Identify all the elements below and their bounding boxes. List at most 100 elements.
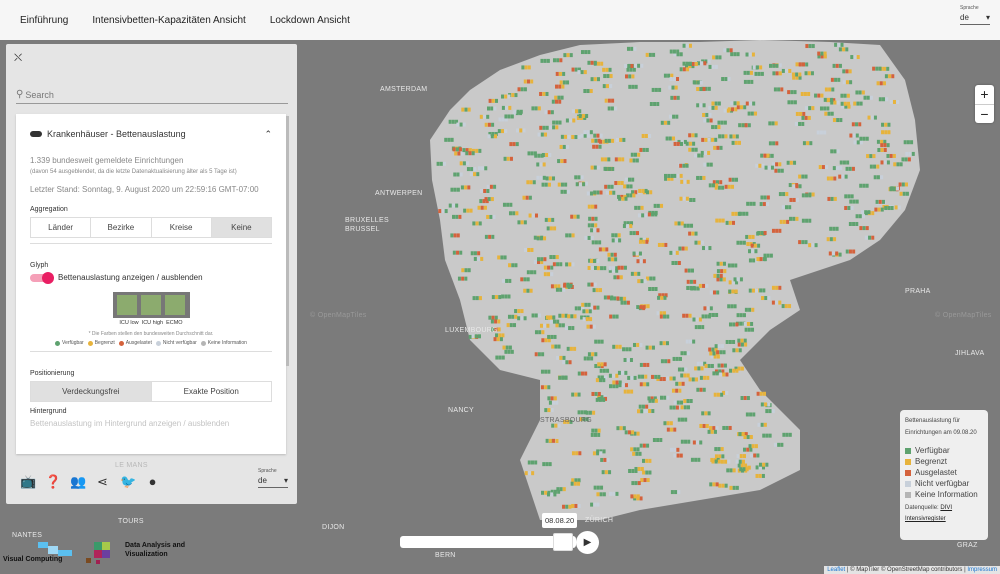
hospital-glyph[interactable] <box>609 491 619 496</box>
timeline-slider-handle[interactable] <box>553 533 573 551</box>
hospital-glyph[interactable] <box>461 107 471 112</box>
impressum-link[interactable]: Impressum <box>967 567 997 573</box>
hospital-glyph[interactable] <box>774 168 784 173</box>
hospital-glyph[interactable] <box>663 421 673 426</box>
hospital-glyph[interactable] <box>558 313 568 318</box>
hospital-glyph[interactable] <box>639 443 650 448</box>
hospital-glyph[interactable] <box>498 117 508 122</box>
hospital-glyph[interactable] <box>726 468 736 473</box>
hospital-glyph[interactable] <box>738 211 749 216</box>
hospital-glyph[interactable] <box>488 131 498 136</box>
hospital-glyph[interactable] <box>768 121 778 126</box>
hospital-glyph[interactable] <box>792 75 802 80</box>
hospital-glyph[interactable] <box>465 151 475 156</box>
hospital-glyph[interactable] <box>830 100 840 105</box>
hospital-glyph[interactable] <box>624 64 634 69</box>
hospital-glyph[interactable] <box>673 400 684 405</box>
hospital-glyph[interactable] <box>787 90 797 95</box>
nav-einfuehrung[interactable]: Einführung <box>20 14 69 26</box>
hospital-glyph[interactable] <box>878 97 889 102</box>
hospital-glyph[interactable] <box>578 113 589 118</box>
hospital-glyph[interactable] <box>452 147 462 152</box>
hospital-glyph[interactable] <box>769 63 779 68</box>
hospital-glyph[interactable] <box>736 240 746 245</box>
hospital-glyph[interactable] <box>744 327 755 332</box>
hospital-glyph[interactable] <box>602 67 612 72</box>
hospital-glyph[interactable] <box>804 106 815 111</box>
hospital-glyph[interactable] <box>905 151 915 156</box>
hospital-glyph[interactable] <box>749 453 760 458</box>
hospital-glyph[interactable] <box>682 43 692 48</box>
hospital-glyph[interactable] <box>866 154 876 159</box>
hospital-glyph[interactable] <box>554 95 564 100</box>
hospital-glyph[interactable] <box>596 266 607 271</box>
hospital-glyph[interactable] <box>755 473 765 478</box>
hospital-glyph[interactable] <box>723 48 733 53</box>
hospital-glyph[interactable] <box>673 141 683 146</box>
hospital-glyph[interactable] <box>453 172 463 177</box>
hospital-glyph[interactable] <box>728 289 738 294</box>
divi-link[interactable]: DIVI <box>940 505 953 511</box>
hospital-glyph[interactable] <box>587 352 598 357</box>
hospital-glyph[interactable] <box>564 326 575 331</box>
hospital-glyph[interactable] <box>702 246 712 251</box>
hospital-glyph[interactable] <box>713 145 723 150</box>
hospital-glyph[interactable] <box>716 269 727 274</box>
hospital-glyph[interactable] <box>566 346 577 351</box>
hospital-glyph[interactable] <box>884 206 894 211</box>
hospital-glyph[interactable] <box>729 485 739 490</box>
zoom-out-button[interactable]: − <box>975 104 994 123</box>
hospital-glyph[interactable] <box>513 109 523 114</box>
hospital-glyph[interactable] <box>651 87 662 92</box>
hospital-glyph[interactable] <box>743 321 754 326</box>
hospital-glyph[interactable] <box>452 250 463 255</box>
hospital-glyph[interactable] <box>541 152 552 157</box>
hospital-glyph[interactable] <box>604 98 615 103</box>
hospital-glyph[interactable] <box>493 337 503 342</box>
hospital-glyph[interactable] <box>497 129 508 134</box>
hospital-glyph[interactable] <box>729 134 739 139</box>
hospital-glyph[interactable] <box>745 412 756 417</box>
hospital-glyph[interactable] <box>832 63 842 68</box>
hospital-glyph[interactable] <box>520 277 530 282</box>
hospital-glyph[interactable] <box>669 77 680 82</box>
hospital-glyph[interactable] <box>679 196 689 201</box>
hospital-glyph[interactable] <box>600 157 611 162</box>
hospital-glyph[interactable] <box>612 380 622 385</box>
hospital-glyph[interactable] <box>565 118 576 123</box>
hospital-glyph[interactable] <box>838 47 849 52</box>
hospital-glyph[interactable] <box>898 182 909 187</box>
hospital-glyph[interactable] <box>490 319 501 324</box>
hospital-glyph[interactable] <box>622 347 632 352</box>
hospital-glyph[interactable] <box>582 317 593 322</box>
hospital-glyph[interactable] <box>772 71 782 76</box>
hospital-glyph[interactable] <box>501 294 511 299</box>
hospital-glyph[interactable] <box>509 142 519 147</box>
hospital-glyph[interactable] <box>669 447 680 452</box>
hospital-glyph[interactable] <box>479 199 489 204</box>
hospital-glyph[interactable] <box>502 202 513 207</box>
hospital-glyph[interactable] <box>748 288 759 293</box>
hospital-glyph[interactable] <box>463 208 473 213</box>
hospital-glyph[interactable] <box>703 306 713 311</box>
hospital-glyph[interactable] <box>666 427 677 432</box>
hospital-glyph[interactable] <box>682 61 692 66</box>
hospital-glyph[interactable] <box>466 167 477 172</box>
hospital-glyph[interactable] <box>590 165 600 170</box>
hospital-glyph[interactable] <box>838 174 848 179</box>
hospital-glyph[interactable] <box>567 314 577 319</box>
people-icon[interactable]: 👥 <box>70 474 87 489</box>
hospital-glyph[interactable] <box>851 122 862 127</box>
hospital-glyph[interactable] <box>562 360 572 365</box>
hospital-glyph[interactable] <box>625 74 635 79</box>
hospital-glyph[interactable] <box>679 67 690 72</box>
hospital-glyph[interactable] <box>473 256 484 261</box>
hospital-glyph[interactable] <box>688 147 698 152</box>
hospital-glyph[interactable] <box>452 214 462 219</box>
hospital-glyph[interactable] <box>737 342 748 347</box>
hospital-glyph[interactable] <box>587 60 597 65</box>
hospital-glyph[interactable] <box>720 459 731 464</box>
hospital-glyph[interactable] <box>597 375 608 380</box>
hospital-glyph[interactable] <box>585 410 596 415</box>
hospital-glyph[interactable] <box>549 319 560 324</box>
